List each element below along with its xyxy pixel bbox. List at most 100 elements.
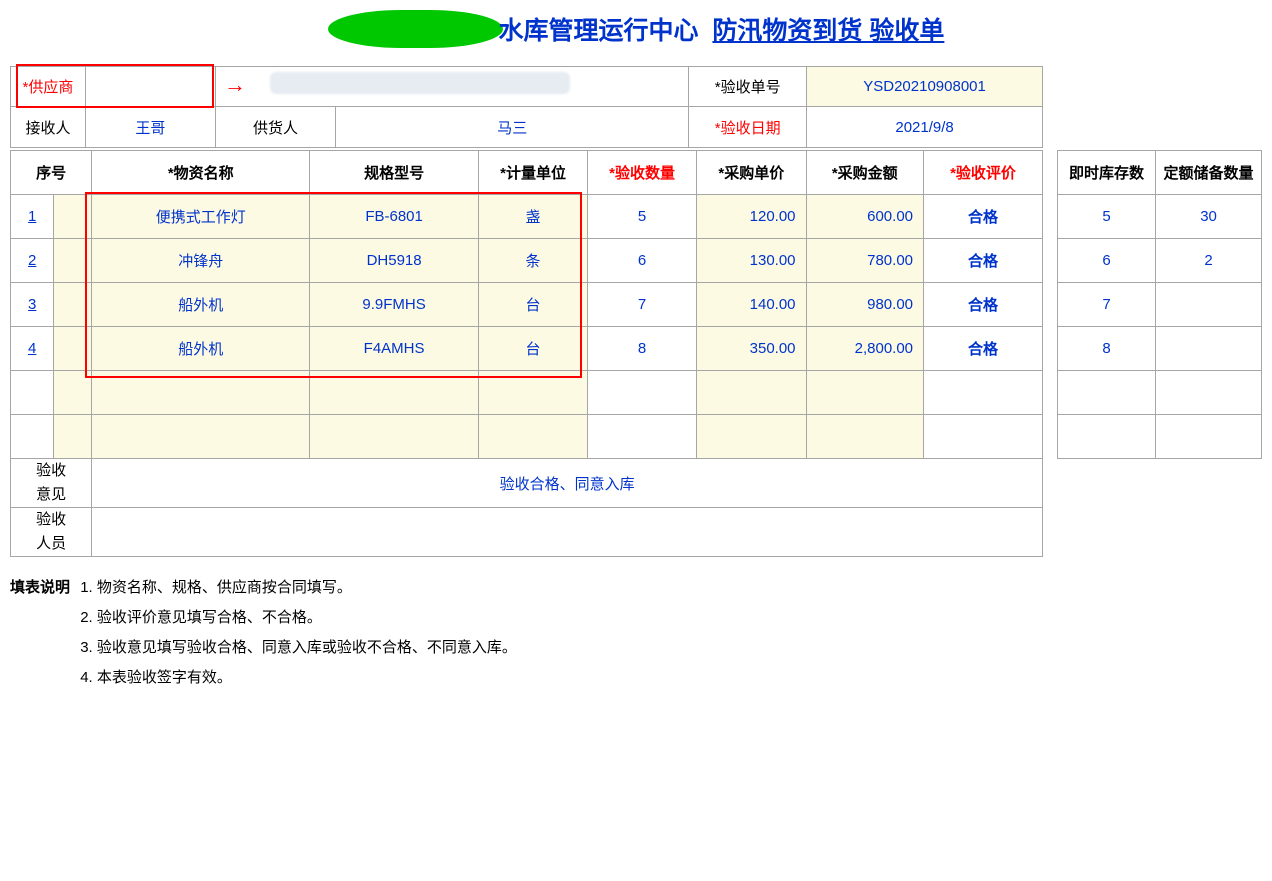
supplier-person-label: 供货人 bbox=[216, 107, 336, 147]
table-row: 1 便携式工作灯FB-6801盏5120.00600.00合格 bbox=[11, 195, 1043, 239]
notes-label: 填表说明 bbox=[10, 579, 70, 596]
receipt-date-label: *验收日期 bbox=[689, 107, 807, 148]
personnel-label: 验收人员 bbox=[11, 508, 92, 557]
supplier-value[interactable] bbox=[85, 67, 215, 107]
cell-amount: 780.00 bbox=[806, 239, 923, 283]
cell-spec[interactable]: F4AMHS bbox=[310, 327, 479, 371]
title-part1: 水库管理运行中心 bbox=[499, 17, 699, 45]
cell-unit[interactable]: 台 bbox=[479, 283, 588, 327]
opinion-row: 验收意见 验收合格、同意入库 bbox=[11, 459, 1043, 508]
side-row: 7 bbox=[1058, 283, 1262, 327]
main-header-row: 序号 *物资名称 规格型号 *计量单位 *验收数量 *采购单价 *采购金额 *验… bbox=[11, 151, 1043, 195]
cell-stock: 6 bbox=[1058, 239, 1156, 283]
cell-spec[interactable]: 9.9FMHS bbox=[310, 283, 479, 327]
cell-unit[interactable]: 条 bbox=[479, 239, 588, 283]
cell-reserve bbox=[1156, 283, 1262, 327]
cell-unit[interactable]: 盏 bbox=[479, 195, 588, 239]
note-item: 3. 验收意见填写验收合格、同意入库或验收不合格、不同意入库。 bbox=[80, 633, 517, 663]
cell-seq[interactable]: 3 bbox=[11, 283, 54, 327]
cell-price[interactable]: 350.00 bbox=[697, 327, 806, 371]
cell-eval[interactable]: 合格 bbox=[924, 283, 1043, 327]
annotation-arrow-icon: → bbox=[224, 72, 246, 98]
table-row: 2 冲锋舟DH5918条6130.00780.00合格 bbox=[11, 239, 1043, 283]
cell-eval[interactable]: 合格 bbox=[924, 239, 1043, 283]
title-part2: 防汛物资到货 验收单 bbox=[712, 17, 944, 45]
side-row: 530 bbox=[1058, 195, 1262, 239]
side-table: 即时库存数 定额储备数量 5306278 bbox=[1057, 150, 1262, 459]
col-reserve: 定额储备数量 bbox=[1156, 151, 1262, 195]
col-price: *采购单价 bbox=[697, 151, 806, 195]
cell-price[interactable]: 120.00 bbox=[697, 195, 806, 239]
note-item: 4. 本表验收签字有效。 bbox=[80, 663, 517, 693]
header-block: *供应商 *验收单号 YSD20210908001 接收人 王哥 供货人 马三 … bbox=[10, 66, 1262, 148]
side-header-row: 即时库存数 定额储备数量 bbox=[1058, 151, 1262, 195]
col-seq: 序号 bbox=[11, 151, 92, 195]
cell-seq[interactable]: 1 bbox=[11, 195, 54, 239]
cell-eval[interactable]: 合格 bbox=[924, 327, 1043, 371]
personnel-value[interactable] bbox=[92, 508, 1043, 557]
col-eval: *验收评价 bbox=[924, 151, 1043, 195]
side-row: 8 bbox=[1058, 327, 1262, 371]
personnel-row: 验收人员 bbox=[11, 508, 1043, 557]
cell-qty[interactable]: 6 bbox=[588, 239, 697, 283]
notes-list: 1. 物资名称、规格、供应商按合同填写。2. 验收评价意见填写合格、不合格。3.… bbox=[80, 573, 517, 693]
col-spec: 规格型号 bbox=[310, 151, 479, 195]
receiver-value[interactable]: 王哥 bbox=[85, 107, 215, 148]
side-row-empty bbox=[1058, 371, 1262, 415]
main-table-wrap: 序号 *物资名称 规格型号 *计量单位 *验收数量 *采购单价 *采购金额 *验… bbox=[10, 150, 1043, 557]
cell-seq[interactable]: 4 bbox=[11, 327, 54, 371]
col-name: *物资名称 bbox=[92, 151, 310, 195]
side-row-empty bbox=[1058, 415, 1262, 459]
cell-name[interactable]: 冲锋舟 bbox=[92, 239, 310, 283]
main-table: 序号 *物资名称 规格型号 *计量单位 *验收数量 *采购单价 *采购金额 *验… bbox=[10, 150, 1043, 557]
cell-seq[interactable]: 2 bbox=[11, 239, 54, 283]
cell-stock: 7 bbox=[1058, 283, 1156, 327]
page-title-row: 水库管理运行中心 防汛物资到货 验收单 bbox=[10, 10, 1262, 48]
cell-price[interactable]: 140.00 bbox=[697, 283, 806, 327]
cell-spec[interactable]: DH5918 bbox=[310, 239, 479, 283]
cell-name[interactable]: 船外机 bbox=[92, 283, 310, 327]
cell-reserve: 30 bbox=[1156, 195, 1262, 239]
note-item: 2. 验收评价意见填写合格、不合格。 bbox=[80, 603, 517, 633]
cell-qty[interactable]: 5 bbox=[588, 195, 697, 239]
table-row-empty bbox=[11, 415, 1043, 459]
cell-gap bbox=[54, 283, 92, 327]
receipt-no-label: *验收单号 bbox=[689, 67, 807, 107]
receipt-no-value: YSD20210908001 bbox=[807, 67, 1043, 107]
cell-amount: 600.00 bbox=[806, 195, 923, 239]
redaction-strip bbox=[270, 72, 570, 94]
cell-qty[interactable]: 7 bbox=[588, 283, 697, 327]
cell-reserve: 2 bbox=[1156, 239, 1262, 283]
col-unit: *计量单位 bbox=[479, 151, 588, 195]
cell-price[interactable]: 130.00 bbox=[697, 239, 806, 283]
cell-unit[interactable]: 台 bbox=[479, 327, 588, 371]
cell-eval[interactable]: 合格 bbox=[924, 195, 1043, 239]
cell-gap bbox=[54, 327, 92, 371]
side-row: 62 bbox=[1058, 239, 1262, 283]
col-stock: 即时库存数 bbox=[1058, 151, 1156, 195]
cell-name[interactable]: 便携式工作灯 bbox=[92, 195, 310, 239]
table-row: 4船外机F4AMHS台8350.002,800.00合格 bbox=[11, 327, 1043, 371]
col-qty: *验收数量 bbox=[588, 151, 697, 195]
opinion-label: 验收意见 bbox=[11, 459, 92, 508]
cell-spec[interactable]: FB-6801 bbox=[310, 195, 479, 239]
page-title: 水库管理运行中心 防汛物资到货 验收单 bbox=[499, 17, 945, 45]
cell-name[interactable]: 船外机 bbox=[92, 327, 310, 371]
cell-reserve bbox=[1156, 327, 1262, 371]
cell-gap bbox=[54, 239, 92, 283]
receipt-date-value[interactable]: 2021/9/8 bbox=[807, 107, 1043, 148]
redaction-oval bbox=[328, 10, 503, 48]
cell-stock: 5 bbox=[1058, 195, 1156, 239]
supplier-person-row: 供货人 马三 bbox=[215, 107, 688, 148]
table-row: 3 船外机9.9FMHS台7140.00980.00合格 bbox=[11, 283, 1043, 327]
col-amount: *采购金额 bbox=[806, 151, 923, 195]
opinion-value[interactable]: 验收合格、同意入库 bbox=[92, 459, 1043, 508]
cell-qty[interactable]: 8 bbox=[588, 327, 697, 371]
supplier-person-value[interactable]: 马三 bbox=[336, 107, 688, 147]
cell-gap bbox=[54, 195, 92, 239]
table-row-empty bbox=[11, 371, 1043, 415]
receiver-label: 接收人 bbox=[11, 107, 86, 148]
cell-amount: 980.00 bbox=[806, 283, 923, 327]
note-item: 1. 物资名称、规格、供应商按合同填写。 bbox=[80, 573, 517, 603]
notes-block: 填表说明 1. 物资名称、规格、供应商按合同填写。2. 验收评价意见填写合格、不… bbox=[10, 573, 1262, 693]
